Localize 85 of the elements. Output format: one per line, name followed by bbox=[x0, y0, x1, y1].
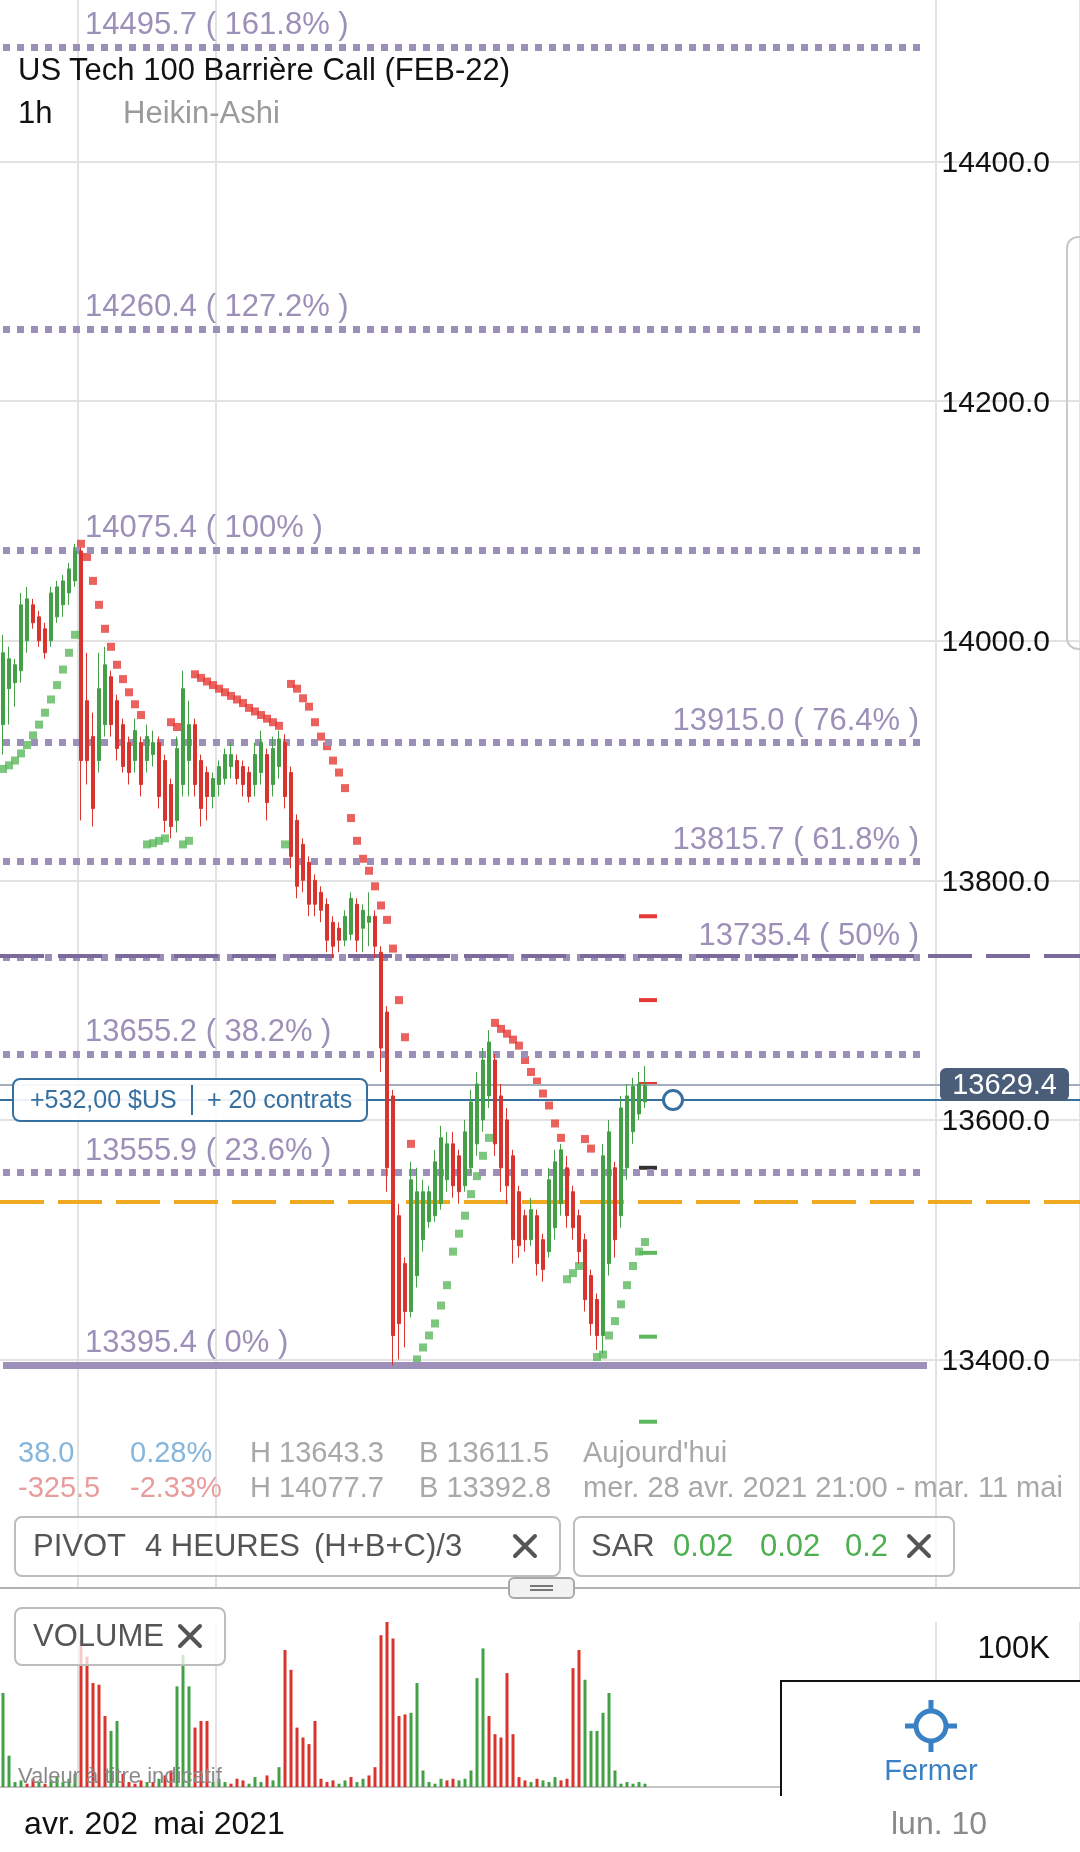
bar bbox=[13, 1782, 17, 1787]
bar bbox=[361, 1778, 365, 1787]
bar bbox=[511, 1734, 515, 1787]
bar bbox=[379, 1635, 383, 1787]
bar bbox=[595, 1730, 599, 1787]
bar bbox=[1, 1692, 5, 1787]
bar bbox=[475, 1678, 479, 1787]
bar bbox=[547, 1782, 551, 1787]
bar bbox=[289, 1669, 293, 1787]
bar bbox=[541, 1780, 545, 1787]
bar bbox=[367, 1775, 371, 1787]
bar bbox=[523, 1780, 527, 1787]
bar bbox=[619, 1783, 623, 1787]
bar bbox=[229, 1783, 233, 1787]
candlestick bbox=[7, 646, 11, 726]
bar bbox=[583, 1679, 587, 1787]
bar bbox=[553, 1777, 557, 1787]
bar bbox=[427, 1782, 431, 1787]
bar bbox=[337, 1783, 341, 1787]
bar bbox=[235, 1778, 239, 1787]
bar bbox=[565, 1778, 569, 1787]
bar bbox=[493, 1734, 497, 1787]
bar bbox=[271, 1780, 275, 1787]
bar bbox=[643, 1783, 647, 1787]
bar bbox=[457, 1780, 461, 1787]
bar bbox=[439, 1778, 443, 1787]
bar bbox=[631, 1783, 635, 1787]
bar bbox=[445, 1780, 449, 1787]
bar bbox=[253, 1777, 257, 1787]
bar bbox=[487, 1716, 491, 1787]
bar bbox=[469, 1770, 473, 1787]
annotation: 100K bbox=[977, 1630, 1050, 1666]
bar bbox=[529, 1782, 533, 1787]
bar bbox=[559, 1780, 563, 1787]
bar bbox=[571, 1668, 575, 1787]
x-tick-label: lun. 10 bbox=[890, 1805, 988, 1841]
bar bbox=[451, 1778, 455, 1787]
bar bbox=[481, 1648, 485, 1787]
bar bbox=[403, 1714, 407, 1787]
candlestick bbox=[13, 658, 17, 708]
bar bbox=[433, 1783, 437, 1787]
bar bbox=[505, 1673, 509, 1787]
bar bbox=[259, 1782, 263, 1787]
bar bbox=[499, 1737, 503, 1787]
bar bbox=[391, 1638, 395, 1787]
bar bbox=[313, 1721, 317, 1787]
bar bbox=[301, 1737, 305, 1787]
bar bbox=[601, 1712, 605, 1787]
bar bbox=[607, 1692, 611, 1787]
x-tick-label: mai 2021 bbox=[153, 1805, 285, 1841]
bar bbox=[517, 1777, 521, 1787]
bar bbox=[415, 1683, 419, 1787]
bar bbox=[589, 1730, 593, 1787]
bar bbox=[421, 1770, 425, 1787]
bar bbox=[397, 1716, 401, 1787]
bar bbox=[7, 1755, 11, 1787]
bar bbox=[409, 1712, 413, 1787]
bar bbox=[625, 1782, 629, 1787]
bar bbox=[325, 1782, 329, 1787]
bar bbox=[385, 1622, 389, 1787]
bar bbox=[535, 1778, 539, 1787]
bar bbox=[373, 1767, 377, 1787]
bar bbox=[223, 1782, 227, 1787]
bar bbox=[265, 1775, 269, 1787]
bar bbox=[349, 1777, 353, 1787]
bar bbox=[97, 1684, 101, 1787]
bar bbox=[463, 1778, 467, 1787]
annotation: VOLUME bbox=[33, 1618, 164, 1654]
bar bbox=[355, 1782, 359, 1787]
candlestick bbox=[1, 634, 5, 756]
point bbox=[11, 756, 19, 765]
annotation: Fermer bbox=[884, 1753, 978, 1787]
bar bbox=[241, 1780, 245, 1787]
bar bbox=[637, 1782, 641, 1787]
x-tick-label: avr. 202 bbox=[24, 1805, 138, 1841]
bar bbox=[613, 1770, 617, 1787]
bar bbox=[247, 1783, 251, 1787]
bar bbox=[577, 1650, 581, 1787]
bar bbox=[343, 1780, 347, 1787]
bar bbox=[319, 1778, 323, 1787]
bar bbox=[295, 1727, 299, 1787]
bar bbox=[331, 1780, 335, 1787]
bar bbox=[283, 1650, 287, 1787]
bar bbox=[277, 1767, 281, 1787]
bar bbox=[307, 1744, 311, 1787]
